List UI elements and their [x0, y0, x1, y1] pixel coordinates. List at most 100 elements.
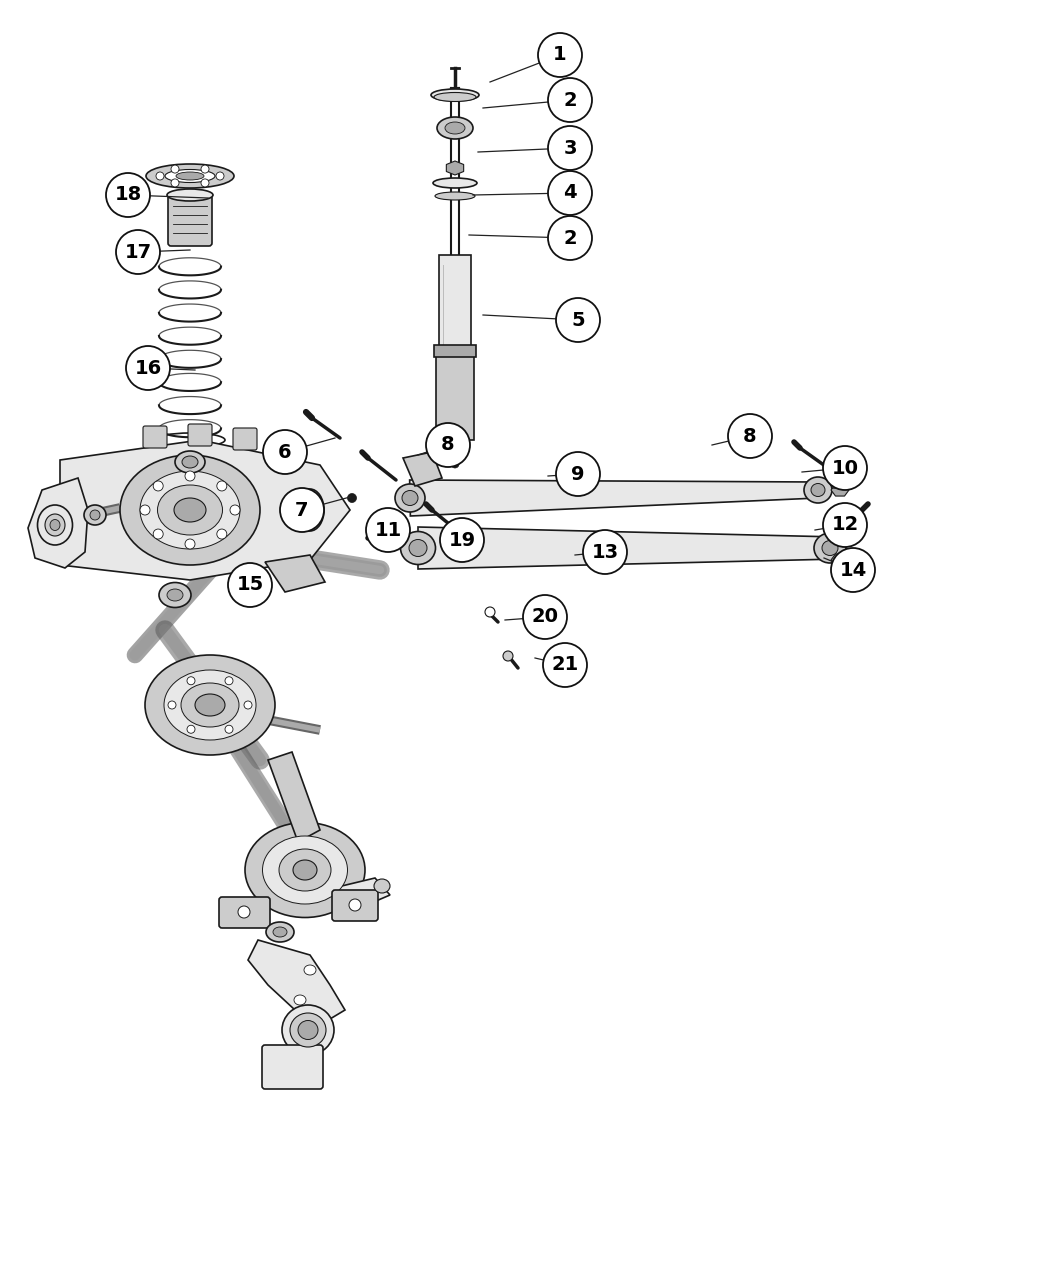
Polygon shape — [326, 878, 390, 910]
Polygon shape — [410, 479, 818, 516]
Polygon shape — [446, 161, 464, 175]
Text: 20: 20 — [531, 607, 559, 626]
Circle shape — [244, 701, 252, 709]
Ellipse shape — [238, 907, 250, 918]
Circle shape — [548, 126, 592, 170]
Ellipse shape — [84, 505, 106, 525]
Circle shape — [171, 164, 178, 173]
Circle shape — [225, 725, 233, 733]
Text: 5: 5 — [571, 311, 585, 329]
Ellipse shape — [182, 456, 198, 468]
Text: 19: 19 — [448, 530, 476, 550]
Circle shape — [728, 414, 772, 458]
Ellipse shape — [50, 519, 60, 530]
Circle shape — [116, 230, 160, 274]
Text: 13: 13 — [591, 542, 618, 561]
Circle shape — [126, 346, 170, 390]
Ellipse shape — [433, 179, 477, 187]
Ellipse shape — [262, 836, 348, 904]
Ellipse shape — [814, 533, 846, 564]
Ellipse shape — [804, 477, 832, 504]
Text: 12: 12 — [832, 515, 859, 534]
Circle shape — [523, 595, 567, 639]
Circle shape — [366, 507, 410, 552]
Polygon shape — [403, 453, 442, 486]
Ellipse shape — [195, 694, 225, 717]
Circle shape — [543, 643, 587, 687]
Ellipse shape — [293, 861, 317, 880]
Circle shape — [426, 423, 470, 467]
Ellipse shape — [245, 822, 365, 918]
Circle shape — [225, 677, 233, 685]
Text: 14: 14 — [839, 561, 866, 580]
Text: 8: 8 — [743, 427, 757, 445]
Polygon shape — [28, 478, 88, 567]
Text: 10: 10 — [832, 459, 859, 478]
Ellipse shape — [38, 505, 72, 544]
Circle shape — [538, 33, 582, 76]
Ellipse shape — [348, 493, 357, 502]
Polygon shape — [265, 555, 326, 592]
Text: 3: 3 — [563, 139, 576, 158]
Circle shape — [140, 505, 150, 515]
Ellipse shape — [282, 1005, 334, 1054]
Ellipse shape — [395, 484, 425, 513]
FancyBboxPatch shape — [436, 351, 474, 440]
Ellipse shape — [434, 93, 476, 102]
Polygon shape — [248, 940, 345, 1025]
Text: 16: 16 — [134, 358, 162, 377]
Ellipse shape — [167, 589, 183, 601]
Circle shape — [548, 171, 592, 215]
Circle shape — [216, 481, 227, 491]
Ellipse shape — [452, 444, 459, 453]
Circle shape — [171, 179, 178, 187]
Ellipse shape — [266, 922, 294, 942]
Ellipse shape — [158, 484, 223, 536]
Text: 18: 18 — [114, 185, 142, 204]
Ellipse shape — [485, 607, 495, 617]
FancyBboxPatch shape — [262, 1046, 323, 1089]
Ellipse shape — [446, 439, 464, 456]
Circle shape — [201, 164, 209, 173]
Polygon shape — [418, 527, 830, 569]
Ellipse shape — [811, 483, 825, 496]
Ellipse shape — [822, 541, 838, 556]
Ellipse shape — [273, 927, 287, 937]
FancyBboxPatch shape — [233, 428, 257, 450]
FancyBboxPatch shape — [168, 195, 212, 246]
Circle shape — [153, 529, 163, 539]
Ellipse shape — [290, 1014, 326, 1047]
Polygon shape — [60, 440, 350, 580]
Ellipse shape — [174, 499, 206, 521]
Text: 11: 11 — [375, 520, 401, 539]
Ellipse shape — [445, 122, 465, 134]
FancyBboxPatch shape — [439, 255, 471, 414]
Text: 17: 17 — [125, 242, 151, 261]
Circle shape — [168, 701, 176, 709]
Ellipse shape — [304, 965, 316, 975]
Circle shape — [823, 446, 867, 490]
Circle shape — [823, 504, 867, 547]
Text: 4: 4 — [563, 184, 576, 203]
Circle shape — [230, 505, 240, 515]
Ellipse shape — [279, 849, 331, 891]
Text: 8: 8 — [441, 436, 455, 454]
Ellipse shape — [176, 172, 204, 180]
FancyBboxPatch shape — [188, 425, 212, 446]
Polygon shape — [831, 484, 849, 496]
Ellipse shape — [90, 510, 100, 520]
Circle shape — [831, 548, 875, 592]
FancyBboxPatch shape — [143, 426, 167, 448]
Circle shape — [548, 78, 592, 122]
Ellipse shape — [374, 878, 390, 892]
Circle shape — [228, 564, 272, 607]
Circle shape — [262, 430, 307, 474]
Circle shape — [106, 173, 150, 217]
Text: 2: 2 — [563, 228, 576, 247]
Ellipse shape — [296, 490, 324, 530]
Text: 21: 21 — [551, 655, 579, 674]
Circle shape — [548, 215, 592, 260]
Ellipse shape — [165, 170, 215, 182]
FancyBboxPatch shape — [434, 346, 476, 357]
Ellipse shape — [503, 652, 513, 660]
